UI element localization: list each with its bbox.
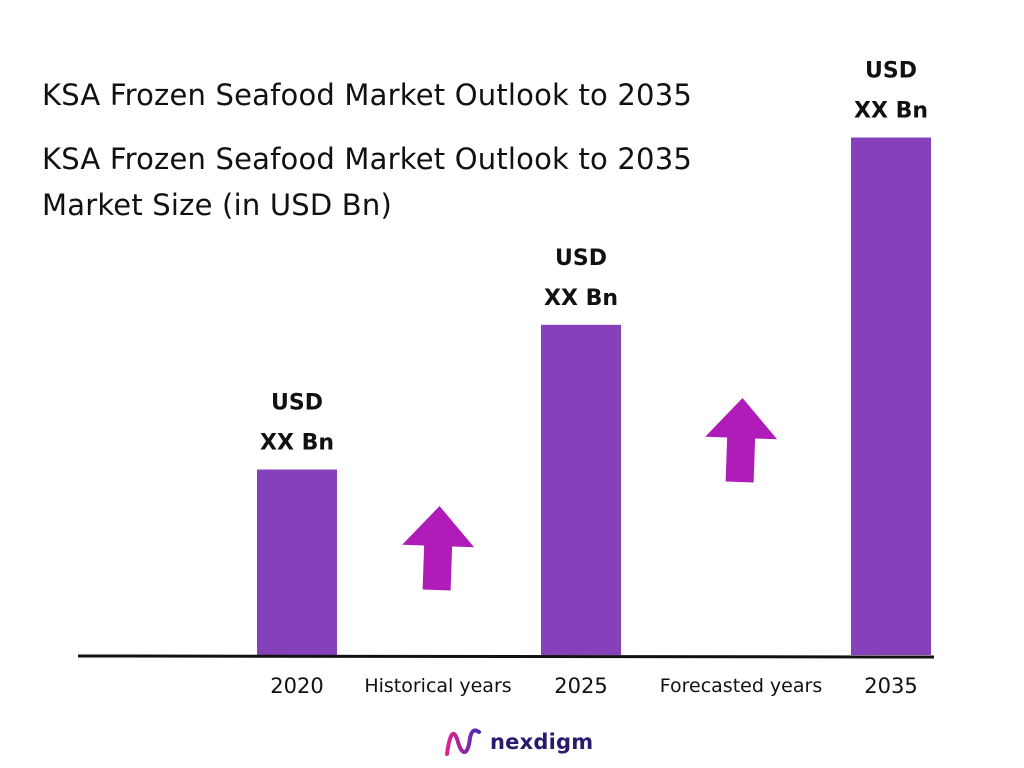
data-label-2035-line-1: USD <box>865 59 917 84</box>
chart-subtitle-line-2: Market Size (in USD Bn) <box>42 188 392 222</box>
data-label-2025-line-1: USD <box>555 246 607 271</box>
up-arrow-icon <box>402 506 475 591</box>
x-tick-label-2020: 2020 <box>270 674 323 698</box>
bars-layer <box>257 137 931 655</box>
bar-2020 <box>257 469 337 655</box>
x-axis-line <box>77 654 935 659</box>
data-label-2020-line-2: XX Bn <box>260 431 334 456</box>
bar-2035 <box>851 137 931 655</box>
bar-2025 <box>541 324 621 655</box>
growth-arrows-layer <box>402 398 778 591</box>
nexdigm-logo-icon <box>445 728 481 756</box>
data-label-2020-line-1: USD <box>271 391 323 416</box>
x-tick-label-2035: 2035 <box>864 674 917 698</box>
data-labels-layer: USD XX Bn USD XX Bn USD XX Bn <box>260 59 928 456</box>
x-tick-label-2025: 2025 <box>554 674 607 698</box>
period-label-2: Forecasted years <box>660 675 822 697</box>
data-label-2025-line-2: XX Bn <box>544 286 618 311</box>
chart-subtitle-line-1: KSA Frozen Seafood Market Outlook to 203… <box>42 142 692 176</box>
up-arrow-icon <box>705 398 778 483</box>
brand-logo: nexdigm <box>444 722 593 762</box>
data-label-2035-line-2: XX Bn <box>854 99 928 124</box>
x-tick-labels-layer: 2020 2025 2035 Historical years Forecasted y… <box>270 674 917 698</box>
brand-name: nexdigm <box>490 730 594 754</box>
chart-title: KSA Frozen Seafood Market Outlook to 203… <box>42 78 692 112</box>
period-label-1: Historical years <box>364 675 511 697</box>
